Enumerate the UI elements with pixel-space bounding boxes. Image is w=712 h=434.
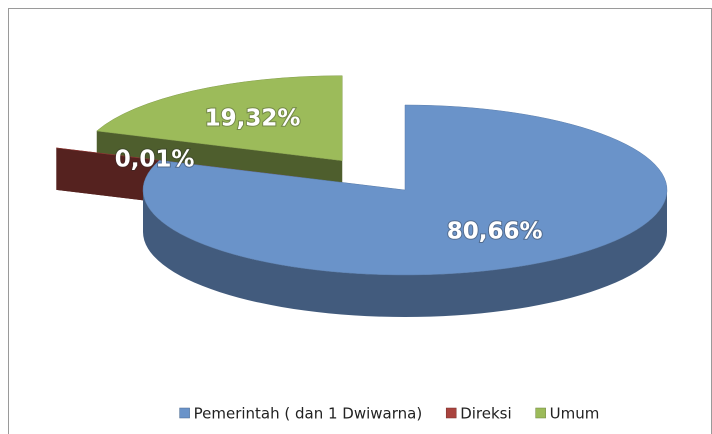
legend-label: Direksi: [460, 405, 511, 423]
legend-label: Pemerintah ( dan 1 Dwiwarna): [194, 405, 423, 423]
data-label: 0,01%: [115, 146, 195, 172]
legend-swatch: [535, 407, 546, 419]
data-labels: 19,32% 0,01% 80,66%: [114, 104, 544, 245]
legend-swatch: [445, 407, 457, 419]
slice: [96, 75, 343, 161]
pie: [55, 75, 668, 317]
slice-side: [143, 190, 667, 317]
data-label: 80,66%: [447, 218, 543, 244]
slice: [142, 104, 668, 276]
legend: Pemerintah ( dan 1 Dwiwarna) Direksi Umum: [179, 405, 600, 423]
legend-label: Umum: [550, 405, 600, 423]
data-label: 19,32%: [205, 105, 301, 131]
legend-swatch: [179, 407, 190, 419]
